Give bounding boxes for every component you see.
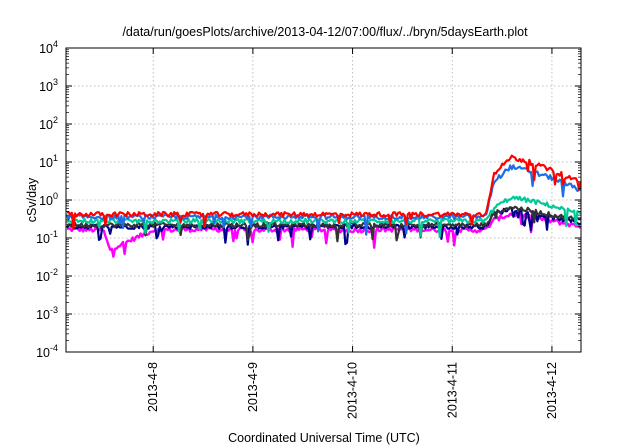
series-line [66, 195, 582, 238]
y-tick-label: 10-2 [36, 267, 58, 284]
y-axis-label: cSv/day [25, 177, 39, 222]
series-layer [65, 154, 582, 258]
y-tick-label: 10-3 [36, 305, 58, 322]
grid [66, 48, 581, 352]
y-tick-label: 104 [39, 39, 58, 56]
x-axis: 2013-4-8 2013-4-9 2013-4-10 2013-4-11 2013-4… [146, 48, 559, 419]
y-axis: 10-4 10-3 10-2 10-1 100 101 102 103 104 [36, 39, 581, 360]
x-tick-label: 2013-4-12 [545, 362, 559, 419]
y-tick-label: 100 [39, 191, 58, 208]
y-tick-label: 10-1 [36, 229, 58, 246]
y-tick-label: 102 [39, 115, 58, 132]
x-tick-label: 2013-4-10 [346, 362, 360, 419]
x-tick-label: 2013-4-8 [146, 362, 160, 412]
y-tick-label: 101 [39, 153, 58, 170]
x-axis-label: Coordinated Universal Time (UTC) [228, 431, 420, 445]
y-tick-label: 103 [39, 77, 58, 94]
y-tick-label: 10-4 [36, 343, 58, 360]
x-tick-label: 2013-4-11 [445, 362, 459, 418]
series-line [66, 154, 582, 230]
x-tick-label: 2013-4-9 [246, 362, 260, 412]
series-line [66, 205, 581, 243]
chart-title: /data/run/goesPlots/archive/2013-04-12/0… [122, 25, 528, 39]
